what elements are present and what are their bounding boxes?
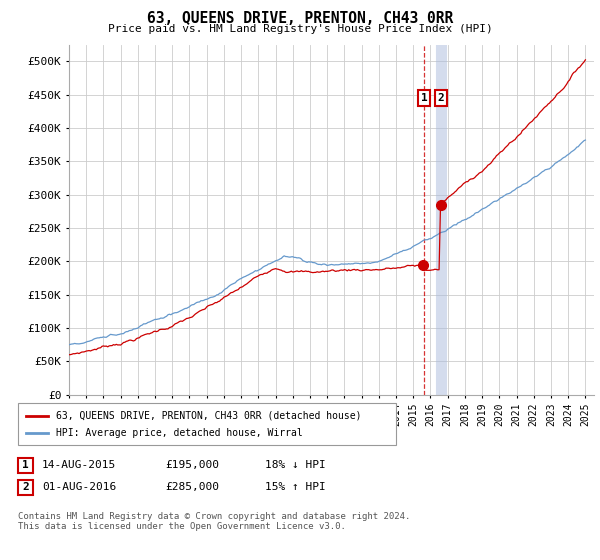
Text: 2: 2 (438, 93, 445, 103)
Text: 63, QUEENS DRIVE, PRENTON, CH43 0RR (detached house): 63, QUEENS DRIVE, PRENTON, CH43 0RR (det… (56, 411, 361, 421)
Text: 01-AUG-2016: 01-AUG-2016 (42, 482, 116, 492)
Text: £195,000: £195,000 (165, 460, 219, 470)
Text: 1: 1 (421, 93, 427, 103)
Text: 15% ↑ HPI: 15% ↑ HPI (265, 482, 326, 492)
Text: £285,000: £285,000 (165, 482, 219, 492)
Text: HPI: Average price, detached house, Wirral: HPI: Average price, detached house, Wirr… (56, 428, 302, 438)
Text: 2: 2 (22, 482, 29, 492)
Text: 14-AUG-2015: 14-AUG-2015 (42, 460, 116, 470)
FancyBboxPatch shape (18, 403, 396, 445)
Text: 63, QUEENS DRIVE, PRENTON, CH43 0RR: 63, QUEENS DRIVE, PRENTON, CH43 0RR (147, 11, 453, 26)
Text: 18% ↓ HPI: 18% ↓ HPI (265, 460, 326, 470)
Text: Price paid vs. HM Land Registry's House Price Index (HPI): Price paid vs. HM Land Registry's House … (107, 24, 493, 34)
FancyBboxPatch shape (18, 479, 33, 494)
Text: Contains HM Land Registry data © Crown copyright and database right 2024.
This d: Contains HM Land Registry data © Crown c… (18, 512, 410, 531)
Text: 1: 1 (22, 460, 29, 470)
FancyBboxPatch shape (18, 458, 33, 473)
